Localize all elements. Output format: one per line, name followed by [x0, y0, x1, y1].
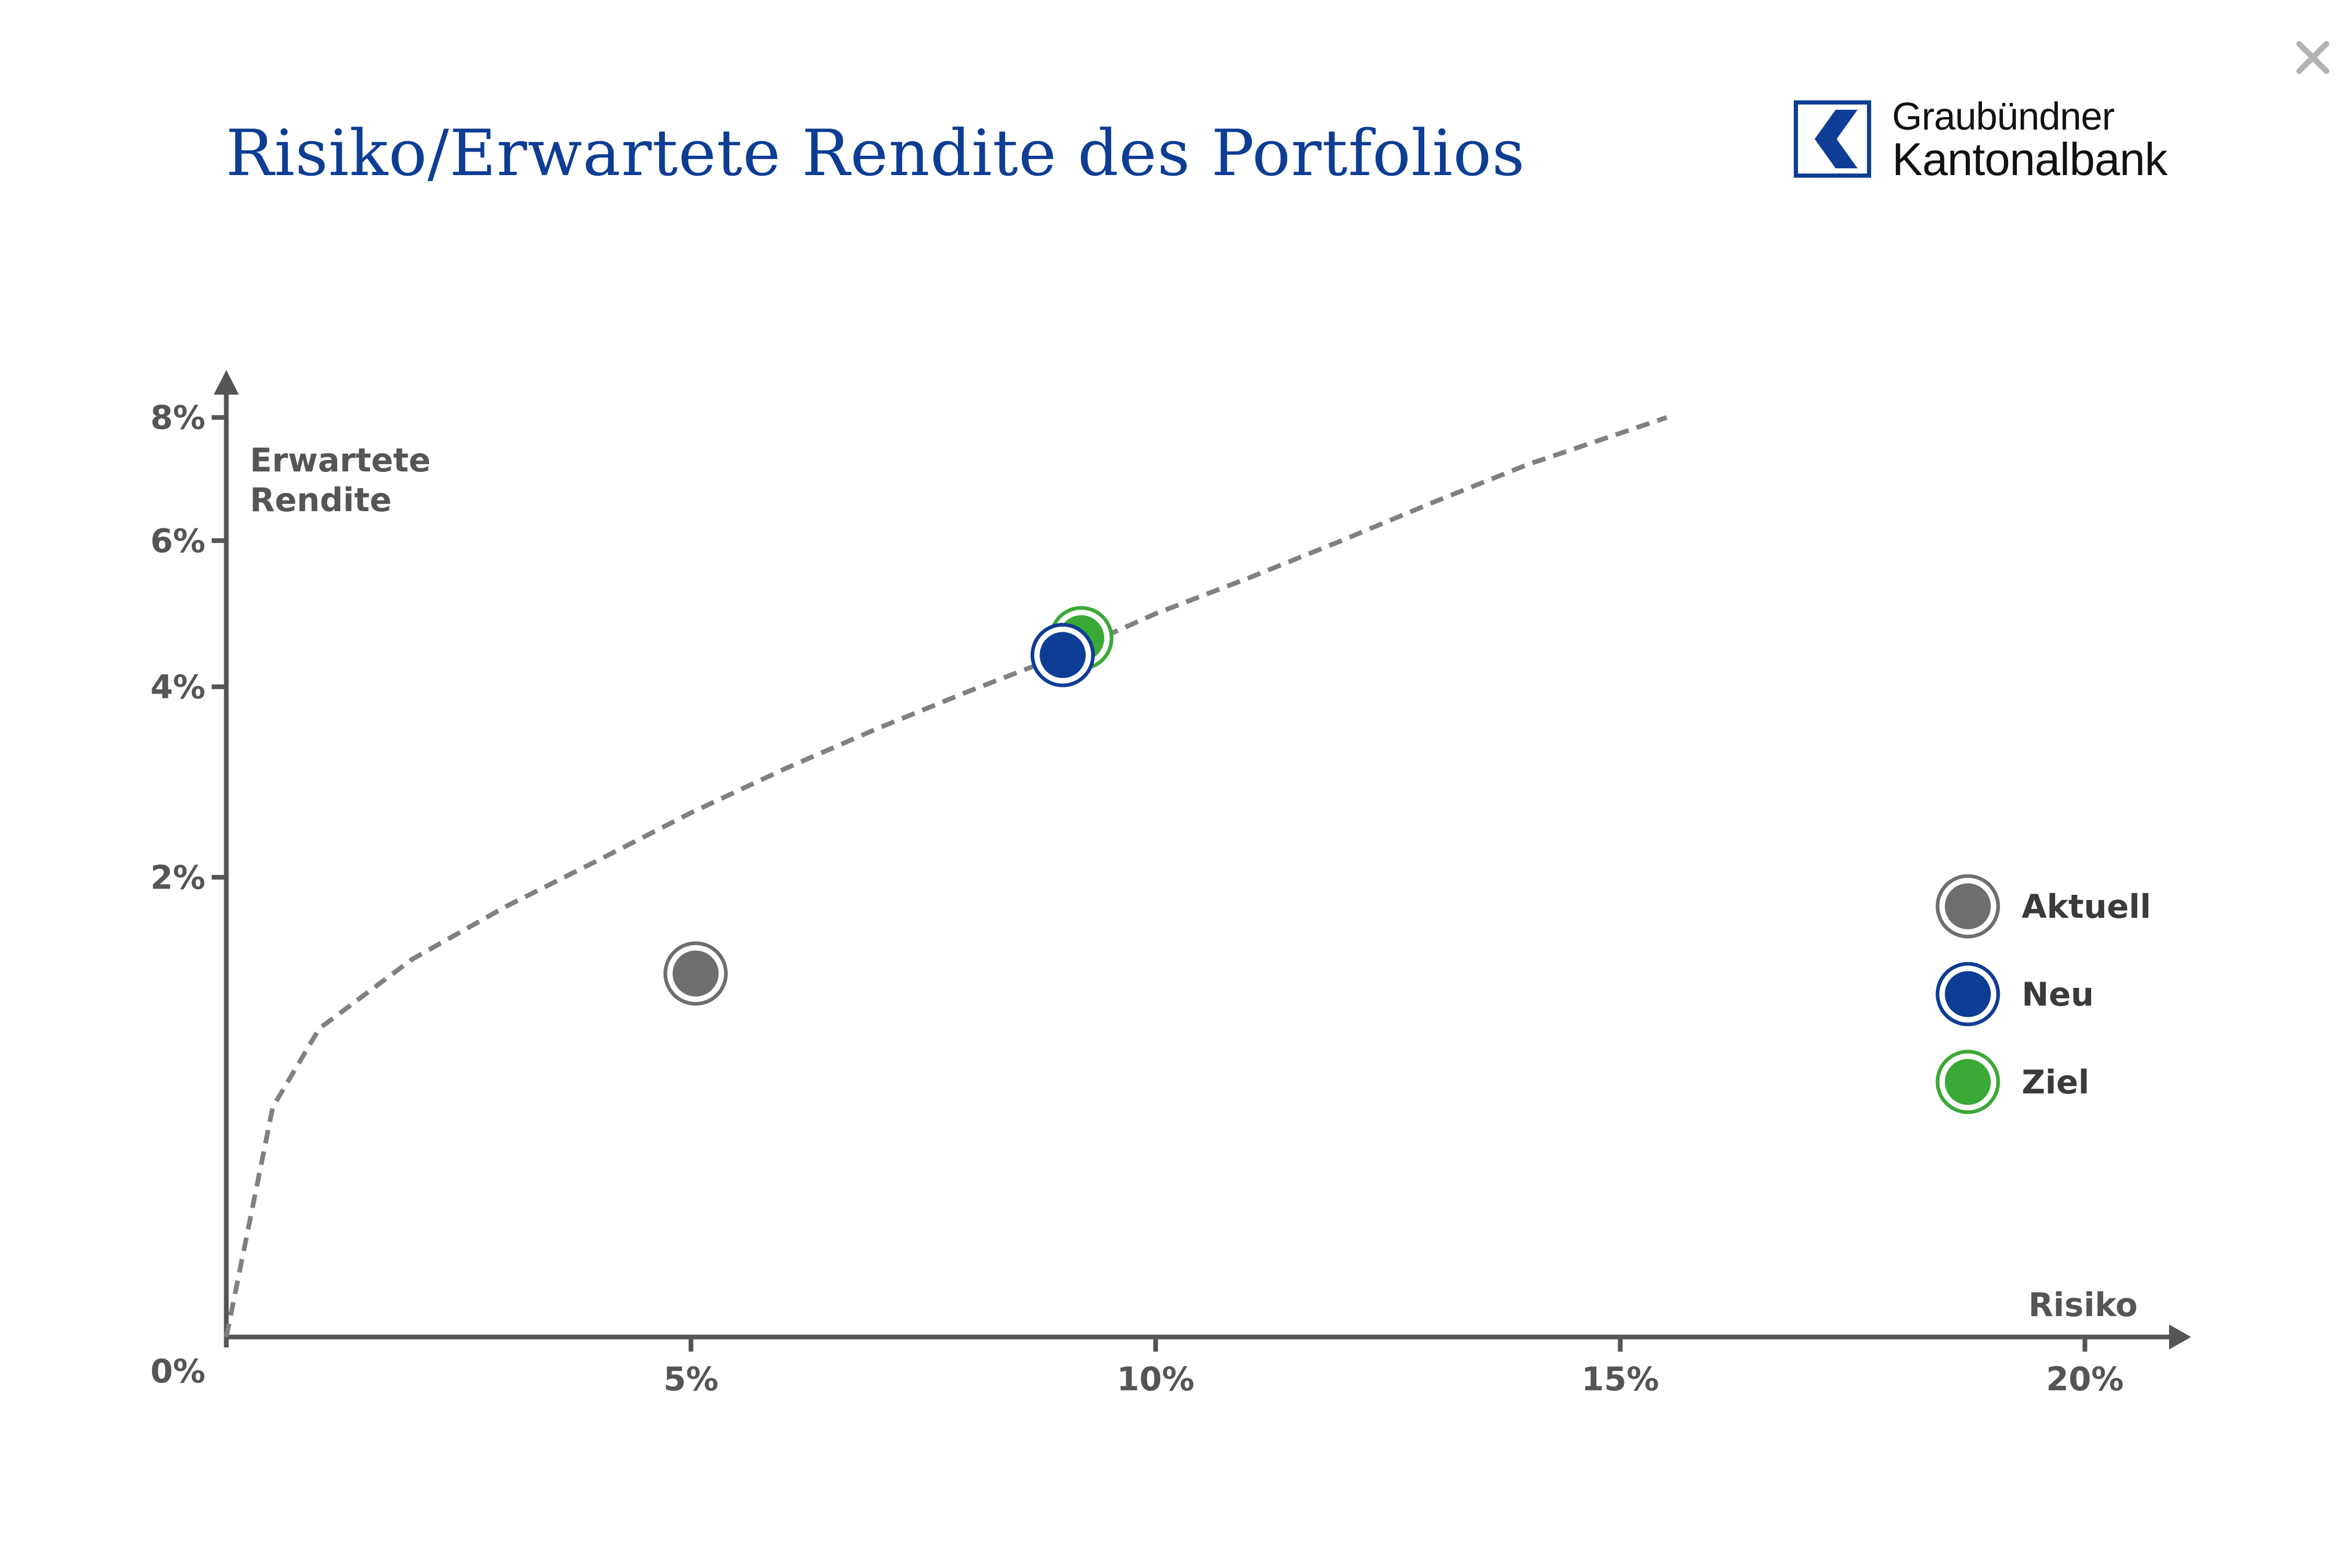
x-axis-title: Risiko — [2028, 1286, 2138, 1324]
origin-label: 0% — [151, 1352, 205, 1390]
y-axis-arrow — [214, 370, 239, 395]
close-icon — [2296, 41, 2330, 74]
frontier-line — [224, 415, 1668, 1338]
point-neu — [1030, 622, 1095, 687]
legend-marker-aktuell-dot — [1945, 883, 1991, 929]
bank-logo: Graubündner Kantonalbank — [1794, 95, 2212, 186]
x-axis-arrow — [2169, 1324, 2191, 1350]
efficient-frontier — [224, 415, 1668, 1338]
logo-text-line1: Graubündner — [1892, 95, 2115, 138]
chart-axes: 5% 10% 15% 20% 2% 4% 6% 8% 0% Risiko ErwarteteRend… — [151, 370, 2191, 1398]
point-aktuell — [663, 941, 728, 1006]
point-aktuell-dot — [672, 950, 719, 997]
close-button[interactable] — [2292, 37, 2334, 78]
point-neu-dot — [1040, 632, 1086, 678]
y-tick-label: 8% — [151, 399, 205, 437]
logo-mark-icon — [1794, 100, 1871, 178]
x-tick-label: 20% — [2046, 1360, 2124, 1398]
x-tick-label: 10% — [1117, 1360, 1194, 1398]
legend-marker-neu — [1935, 962, 2000, 1027]
legend-label-aktuell: Aktuell — [2022, 887, 2151, 926]
x-tick-label: 15% — [1582, 1360, 1659, 1398]
legend-marker-ziel-dot — [1945, 1059, 1991, 1105]
y-tick-label: 4% — [151, 668, 205, 706]
legend-marker-aktuell — [1935, 874, 2000, 939]
y-axis-title: Erwartete — [250, 441, 431, 479]
x-tick-label: 5% — [663, 1360, 718, 1398]
legend-marker-neu-dot — [1945, 971, 1991, 1017]
chart-legend: Aktuell Neu Ziel — [1935, 874, 2151, 1114]
legend-label-neu: Neu — [2022, 975, 2094, 1013]
y-axis-title: Rendite — [250, 481, 391, 519]
portfolio-points — [663, 606, 1114, 1006]
y-tick-label: 6% — [151, 522, 205, 560]
page-title: Risiko/Erwartete Rendite des Portfolios — [226, 116, 1526, 190]
legend-marker-ziel — [1935, 1050, 2000, 1114]
y-tick-label: 2% — [151, 858, 205, 896]
legend-label-ziel: Ziel — [2022, 1063, 2090, 1101]
logo-text-line2: Kantonalbank — [1892, 133, 2167, 185]
